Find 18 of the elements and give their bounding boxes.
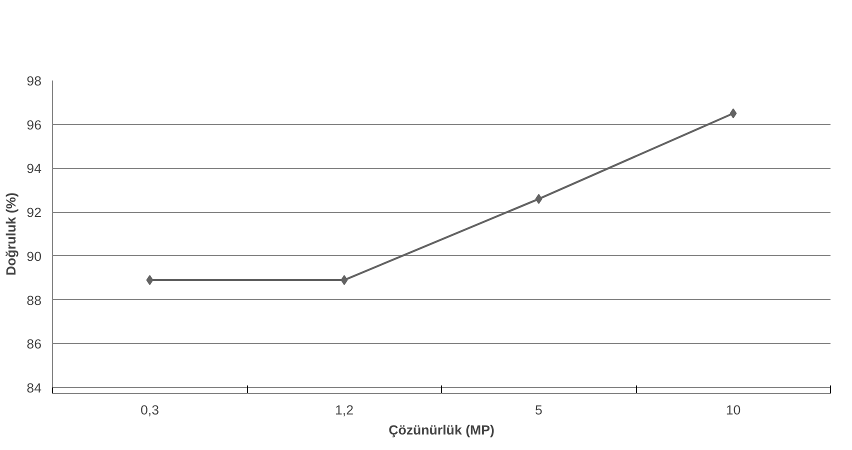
point <box>535 194 542 204</box>
x-axis-title: Çözünürlük (MP) <box>388 422 494 438</box>
y-tick-label: 84 <box>26 380 42 396</box>
point <box>340 275 348 286</box>
y-tick-label: 86 <box>26 336 42 352</box>
y-tick-label: 92 <box>26 205 42 220</box>
point <box>146 275 154 286</box>
point <box>730 108 737 118</box>
x-tick-label: 0,3 <box>140 402 160 418</box>
x-tick-label: 1,2 <box>334 402 354 418</box>
y-tick-label: 90 <box>26 248 42 264</box>
x-tick-label: 10 <box>726 402 741 418</box>
x-tick-label: 5 <box>535 402 542 418</box>
y-tick-label: 88 <box>26 292 42 308</box>
y-tick-label: 96 <box>26 117 42 132</box>
y-tick-label: 94 <box>26 161 42 176</box>
y-axis-title: Doğruluk (%) <box>4 192 19 276</box>
y-tick-label: 98 <box>26 74 42 88</box>
